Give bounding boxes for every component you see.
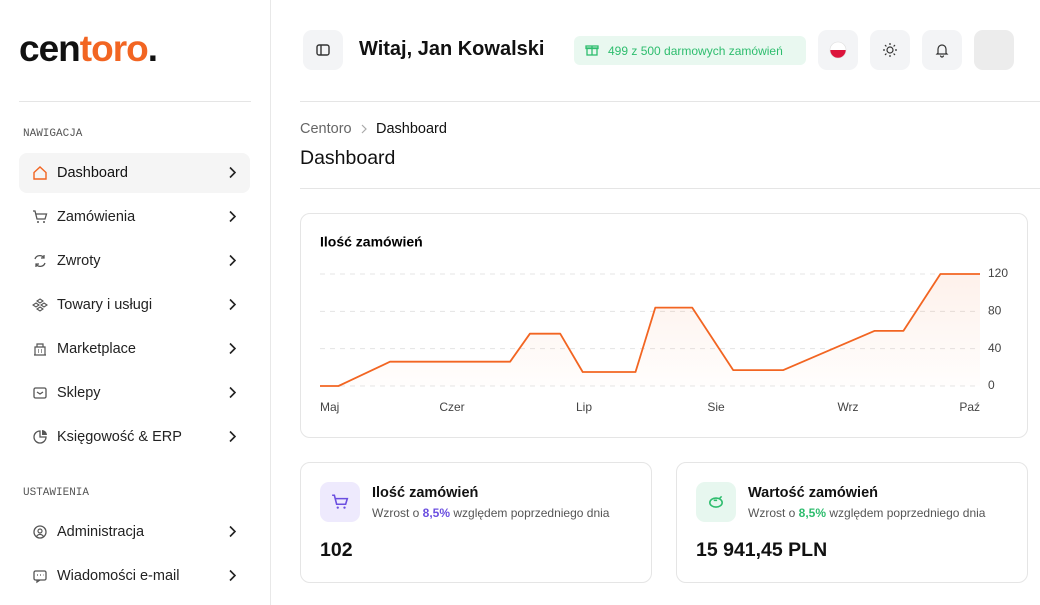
x-tick-label: Paź	[959, 400, 980, 414]
nav-label: Wiadomości e-mail	[57, 568, 180, 584]
logo-part: cen	[19, 28, 81, 69]
desc-text: względem poprzedniego dnia	[450, 506, 610, 520]
y-tick-label: 0	[988, 378, 995, 392]
nav-item[interactable]: Wiadomości e-mail	[19, 556, 250, 596]
notifications-button[interactable]	[922, 30, 962, 70]
y-tick-label: 80	[988, 304, 1002, 318]
avatar[interactable]	[974, 30, 1014, 70]
x-tick-label: Czer	[439, 400, 464, 414]
desc-highlight: 8,5%	[422, 506, 451, 520]
stat-description: Wzrost o 8,5% względem poprzedniego dnia	[372, 506, 609, 520]
chart-title: Ilość zamówień	[320, 234, 423, 250]
nav-section-title: NAWIGACJA	[23, 128, 83, 140]
stat-value: 102	[320, 539, 353, 561]
divider	[300, 101, 1040, 102]
x-tick-label: Lip	[576, 400, 592, 414]
nav-item[interactable]: Marketplace	[19, 329, 250, 369]
nav-icon	[19, 253, 57, 269]
desc-text: Wzrost o	[748, 506, 799, 520]
line	[320, 273, 980, 387]
page-title: Dashboard	[300, 147, 396, 169]
nav-label: Administracja	[57, 524, 145, 540]
stat-description: Wzrost o 8,5% względem poprzedniego dnia	[748, 506, 985, 520]
divider	[19, 101, 251, 102]
logo-part: toro	[79, 28, 149, 69]
nav-chevron	[228, 210, 237, 227]
nav-icon	[19, 524, 57, 540]
sidebar: centoro. NAWIGACJA Dashboard Zamówienia Zwr…	[0, 0, 271, 605]
nav-chevron	[228, 569, 237, 586]
desc-text: Wzrost o	[372, 506, 423, 520]
nav-chevron	[228, 430, 237, 447]
breadcrumb-separator	[361, 124, 367, 134]
stat-title: Wartość zamówień	[748, 485, 878, 501]
stat-card: Ilość zamówień Wzrost o 8,5% względem pop…	[300, 462, 652, 583]
badge-text: 499 z 500 darmowych zamówień	[608, 43, 783, 58]
nav-icon	[19, 568, 57, 584]
logo-part: .	[147, 28, 158, 69]
nav-label: Zwroty	[57, 253, 101, 269]
nav-label: Dashboard	[57, 165, 128, 181]
nav-label: Księgowość & ERP	[57, 429, 182, 445]
sidebar-toggle[interactable]	[303, 30, 343, 70]
area-fill	[320, 274, 980, 386]
nav-item[interactable]: Zwroty	[19, 241, 250, 281]
nav-chevron	[228, 342, 237, 359]
desc-text: względem poprzedniego dnia	[826, 506, 986, 520]
nav-item[interactable]: Sklepy	[19, 373, 250, 413]
breadcrumb-link[interactable]: Centoro	[300, 121, 352, 137]
theme-button[interactable]	[870, 30, 910, 70]
language-button[interactable]	[818, 30, 858, 70]
nav-label: Sklepy	[57, 385, 101, 401]
logo[interactable]: centoro.	[19, 28, 158, 70]
stat-card: Wartość zamówień Wzrost o 8,5% względem p…	[676, 462, 1028, 583]
nav-item[interactable]: Administracja	[19, 512, 250, 552]
nav-icon	[19, 165, 57, 181]
nav-item[interactable]: Towary i usługi	[19, 285, 250, 325]
stat-title: Ilość zamówień	[372, 485, 479, 501]
desc-highlight: 8,5%	[798, 506, 827, 520]
nav-icon	[19, 209, 57, 225]
chart-card: Ilość zamówień 0 40 80 120 Maj Czer Lip Sie Wrz P…	[300, 213, 1028, 438]
nav-chevron	[228, 166, 237, 183]
chart: Ilość zamówień 0 40 80 120 Maj Czer Lip Sie Wrz P…	[320, 234, 1008, 414]
stat-icon	[696, 482, 736, 522]
nav-item[interactable]: Księgowość & ERP	[19, 417, 250, 457]
nav-label: Towary i usługi	[57, 297, 153, 313]
nav-icon	[19, 429, 57, 445]
greeting: Witaj, Jan Kowalski	[359, 38, 545, 60]
y-tick-label: 40	[988, 341, 1002, 355]
nav-icon	[19, 385, 57, 401]
x-tick-label: Maj	[320, 400, 339, 414]
nav-chevron	[228, 298, 237, 315]
free-orders-badge[interactable]: 499 z 500 darmowych zamówień	[574, 36, 806, 65]
x-tick-label: Sie	[707, 400, 725, 414]
nav-item[interactable]: Zamówienia	[19, 197, 250, 237]
nav-chevron	[228, 525, 237, 542]
nav-label: Zamówienia	[57, 209, 136, 225]
nav-chevron	[228, 386, 237, 403]
nav-icon	[19, 297, 57, 313]
nav-icon	[19, 341, 57, 357]
nav-item[interactable]: Dashboard	[19, 153, 250, 193]
divider	[300, 188, 1040, 189]
stat-icon	[320, 482, 360, 522]
y-tick-label: 120	[988, 266, 1008, 280]
stat-value: 15 941,45 PLN	[696, 539, 828, 561]
nav-section-title: USTAWIENIA	[23, 487, 90, 499]
breadcrumb-current: Dashboard	[376, 121, 447, 137]
x-tick-label: Wrz	[837, 400, 858, 414]
nav-chevron	[228, 254, 237, 271]
nav-label: Marketplace	[57, 341, 136, 357]
